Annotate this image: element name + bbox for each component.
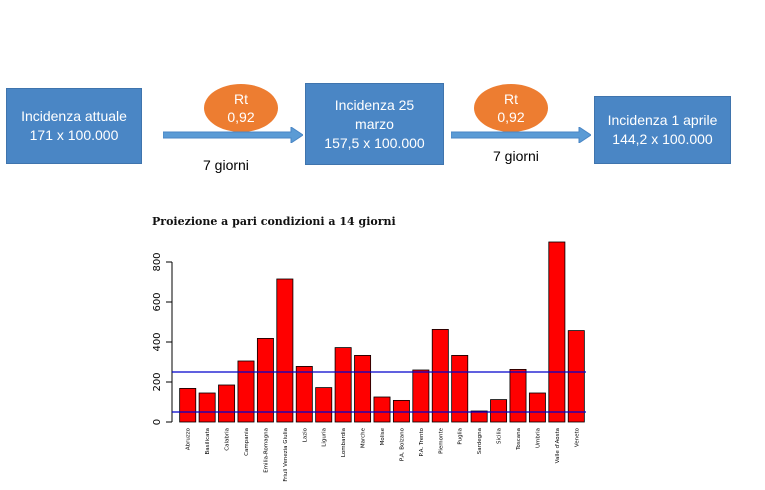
rt-oval-1: Rt 0,92 — [204, 84, 278, 132]
incidence-april-value: 144,2 x 100.000 — [612, 131, 713, 147]
current-incidence-value: 171 x 100.000 — [29, 127, 119, 143]
x-tick-label-14: Puglia — [458, 428, 464, 445]
incidence-25-march-box: Incidenza 25 marzo 157,5 x 100.000 — [305, 83, 444, 165]
current-incidence-box: Incidenza attuale 171 x 100.000 — [6, 88, 142, 164]
incidence-25-month: marzo — [355, 115, 394, 132]
bar-20 — [567, 330, 585, 423]
chart-title: Proiezione a pari condizioni a 14 giorni — [152, 215, 396, 228]
bar-0 — [179, 387, 197, 423]
x-tick-label-6: Lazio — [302, 427, 308, 442]
x-tick-label-19: Valle d'Aosta — [555, 428, 561, 463]
bar-2 — [218, 384, 236, 423]
rt-value-1: 0,92 — [227, 109, 255, 125]
current-incidence-label: Incidenza attuale — [21, 108, 127, 124]
x-tick-label-11: P.A. Bolzano — [399, 427, 405, 461]
arrow-1-icon — [163, 127, 303, 143]
x-tick-label-13: Piemonte — [438, 427, 444, 453]
x-tick-label-16: Sicilia — [497, 428, 503, 444]
bar-10 — [373, 396, 391, 423]
incidence-april-label: Incidenza 1 aprile — [607, 112, 718, 128]
rt-oval-2: Rt 0,92 — [474, 84, 548, 132]
x-tick-label-0: Abruzzo — [186, 427, 192, 450]
x-tick-label-5: Friuli Venezia Giulia — [283, 428, 289, 482]
bar-16 — [490, 399, 508, 423]
incidence-25-value: 157,5 x 100.000 — [324, 134, 425, 151]
x-tick-label-17: Toscana — [516, 428, 522, 451]
incidence-25-label: Incidenza 25 — [334, 96, 415, 113]
x-tick-label-10: Molise — [380, 427, 386, 445]
bar-12 — [412, 369, 430, 423]
arrow-2-icon — [451, 127, 591, 143]
days-label-2: 7 giorni — [493, 148, 539, 164]
x-tick-label-1: Basilicata — [205, 428, 211, 455]
x-tick-label-3: Campania — [244, 428, 250, 456]
y-tick-label-1: 200 — [152, 372, 163, 391]
x-tick-label-15: Sardegna — [477, 428, 483, 454]
bar-3 — [237, 360, 255, 423]
rt-label-1: Rt — [234, 91, 248, 107]
bar-17 — [509, 368, 527, 423]
y-tick-label-2: 400 — [152, 332, 163, 351]
bar-4 — [256, 337, 274, 423]
x-tick-label-12: P.A. Trento — [419, 427, 425, 456]
rt-value-2: 0,92 — [497, 109, 525, 125]
bar-8 — [334, 347, 352, 423]
incidence-1-april-box: Incidenza 1 aprile 144,2 x 100.000 — [594, 96, 731, 164]
x-tick-label-7: Liguria — [322, 428, 328, 447]
bar-19 — [548, 241, 566, 423]
days-label-1: 7 giorni — [203, 157, 249, 173]
x-tick-label-4: Emilia-Romagna — [263, 428, 269, 473]
y-tick-label-0: 0 — [152, 419, 163, 425]
bar-1 — [198, 392, 216, 423]
y-tick-label-3: 600 — [152, 292, 163, 311]
bar-7 — [315, 387, 333, 423]
bar-18 — [528, 392, 546, 423]
x-tick-label-9: Marche — [361, 427, 367, 448]
bar-15 — [470, 410, 488, 423]
x-tick-label-18: Umbria — [535, 428, 541, 448]
y-tick-label-4: 800 — [152, 252, 163, 271]
bar-13 — [431, 328, 449, 423]
x-tick-label-2: Calabria — [225, 428, 231, 451]
x-tick-label-20: Veneto — [574, 427, 580, 447]
bar-5 — [276, 278, 294, 423]
bar-6 — [295, 365, 313, 423]
rt-label-2: Rt — [504, 91, 518, 107]
bar-11 — [392, 399, 410, 423]
x-tick-label-8: Lombardia — [341, 428, 347, 457]
